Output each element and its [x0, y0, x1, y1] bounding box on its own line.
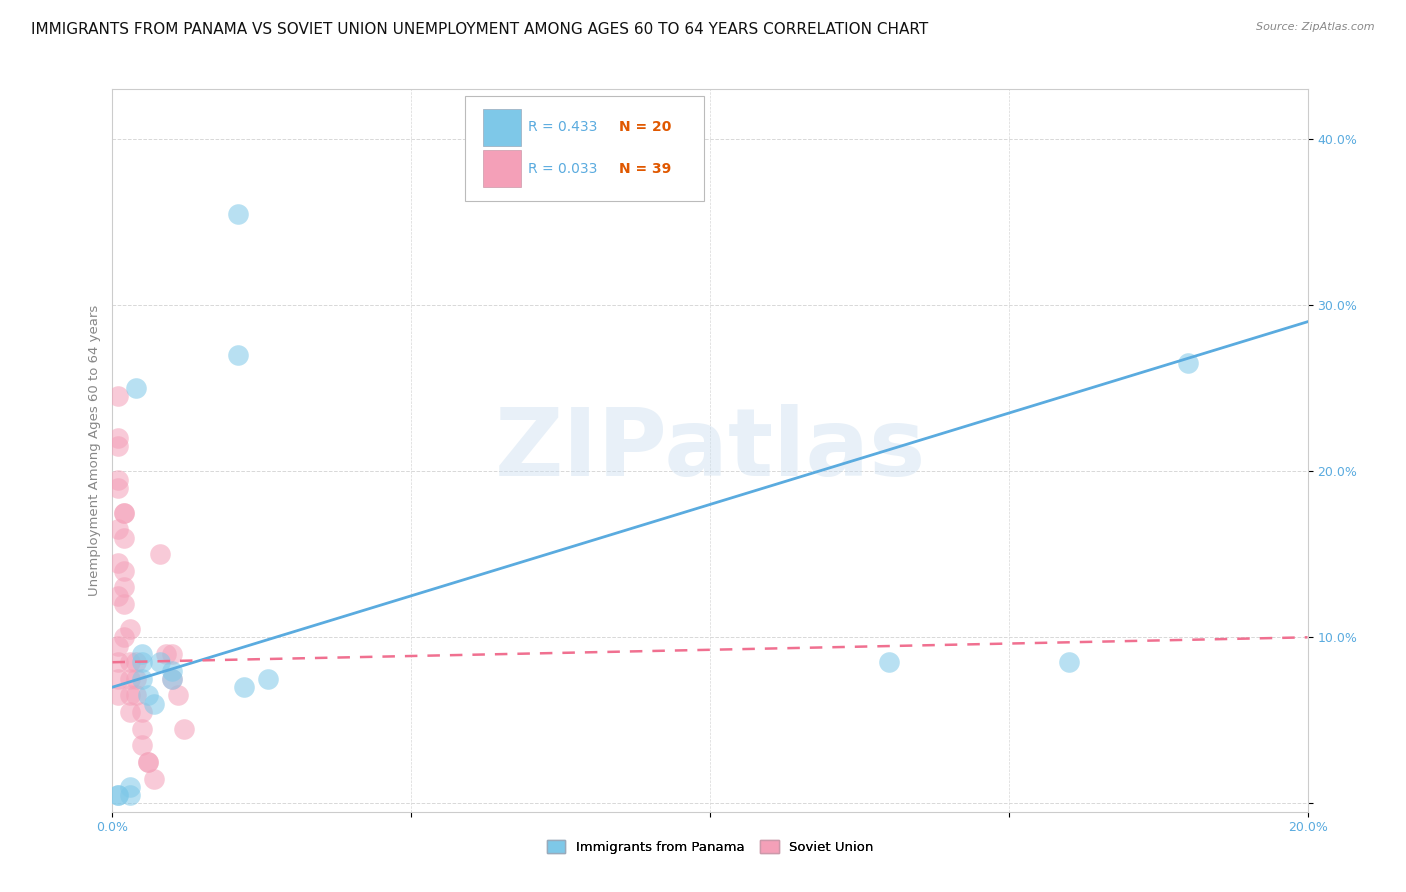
Point: [107, 431, 129, 445]
Point: [226, 207, 249, 221]
Point: [125, 655, 148, 669]
Text: ZIPatlas: ZIPatlas: [495, 404, 925, 497]
Point: [226, 348, 249, 362]
Point: [162, 672, 183, 686]
Point: [257, 672, 280, 686]
Point: [114, 597, 135, 611]
Point: [107, 389, 129, 403]
Point: [1057, 655, 1080, 669]
Point: [143, 772, 166, 786]
Point: [107, 439, 129, 453]
Point: [1177, 356, 1199, 370]
Point: [131, 722, 153, 736]
Point: [120, 622, 142, 636]
Point: [138, 689, 160, 703]
Text: IMMIGRANTS FROM PANAMA VS SOVIET UNION UNEMPLOYMENT AMONG AGES 60 TO 64 YEARS CO: IMMIGRANTS FROM PANAMA VS SOVIET UNION U…: [31, 22, 928, 37]
Point: [162, 672, 183, 686]
FancyBboxPatch shape: [484, 109, 522, 146]
Point: [114, 581, 135, 595]
FancyBboxPatch shape: [465, 96, 704, 202]
Point: [125, 689, 148, 703]
Text: R = 0.433: R = 0.433: [529, 120, 598, 135]
Point: [149, 655, 172, 669]
Point: [120, 655, 142, 669]
Point: [114, 531, 135, 545]
Point: [114, 564, 135, 578]
Point: [114, 630, 135, 644]
Point: [155, 647, 177, 661]
Point: [120, 672, 142, 686]
Point: [107, 556, 129, 570]
Point: [173, 722, 195, 736]
Point: [125, 381, 148, 395]
Point: [107, 788, 129, 802]
Point: [120, 780, 142, 794]
Point: [114, 506, 135, 520]
Text: N = 39: N = 39: [619, 161, 672, 176]
Point: [131, 705, 153, 719]
Point: [107, 473, 129, 487]
Point: [120, 788, 142, 802]
Point: [107, 481, 129, 495]
Point: [167, 689, 190, 703]
Point: [233, 680, 256, 694]
Point: [107, 655, 129, 669]
Point: [120, 689, 142, 703]
Text: Source: ZipAtlas.com: Source: ZipAtlas.com: [1257, 22, 1375, 32]
Legend: Immigrants from Panama, Soviet Union: Immigrants from Panama, Soviet Union: [541, 835, 879, 859]
Point: [143, 697, 166, 711]
Y-axis label: Unemployment Among Ages 60 to 64 years: Unemployment Among Ages 60 to 64 years: [89, 305, 101, 596]
Point: [107, 589, 129, 603]
Point: [138, 755, 160, 769]
Point: [107, 522, 129, 536]
Point: [125, 672, 148, 686]
Point: [162, 647, 183, 661]
Point: [131, 672, 153, 686]
FancyBboxPatch shape: [484, 150, 522, 187]
Point: [107, 672, 129, 686]
Point: [131, 739, 153, 753]
Point: [879, 655, 901, 669]
Point: [107, 639, 129, 653]
Point: [131, 655, 153, 669]
Point: [138, 755, 160, 769]
Point: [107, 788, 129, 802]
Point: [131, 647, 153, 661]
Point: [120, 705, 142, 719]
Text: R = 0.033: R = 0.033: [529, 161, 598, 176]
Point: [107, 689, 129, 703]
Text: N = 20: N = 20: [619, 120, 672, 135]
Point: [149, 547, 172, 561]
Point: [162, 664, 183, 678]
Point: [114, 506, 135, 520]
